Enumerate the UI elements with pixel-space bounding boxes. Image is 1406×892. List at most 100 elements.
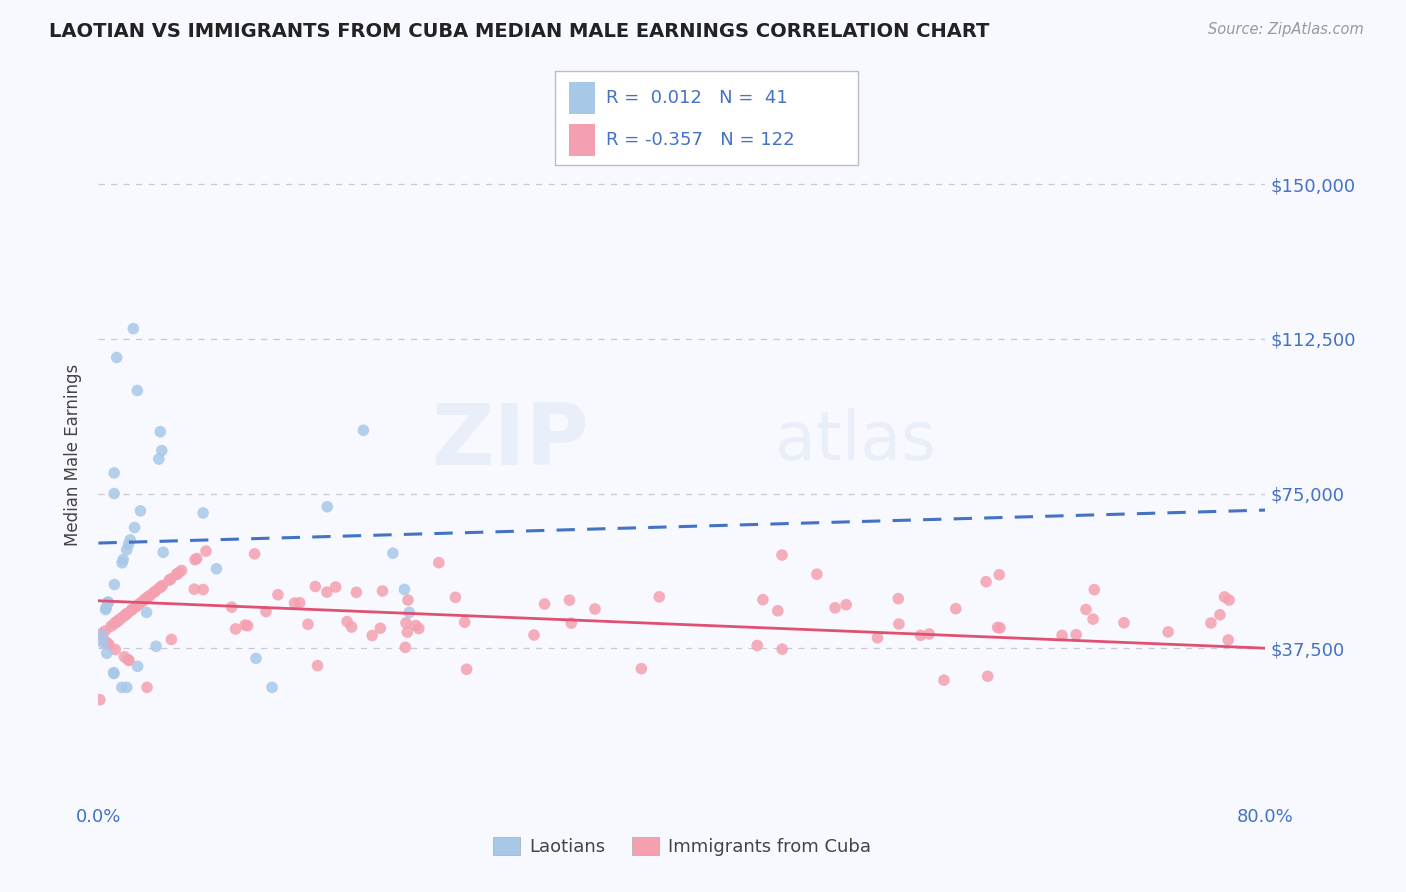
Point (456, 662, 478, 676)
Point (97, 596, 120, 610)
Point (120, 603, 142, 617)
Point (1081, 612, 1104, 626)
Point (770, 642, 793, 657)
Point (195, 544, 218, 558)
Point (236, 619, 259, 633)
Point (316, 585, 339, 599)
Point (94, 634, 117, 648)
Point (988, 567, 1011, 582)
Point (94, 601, 117, 615)
Text: LAOTIAN VS IMMIGRANTS FROM CUBA MEDIAN MALE EARNINGS CORRELATION CHART: LAOTIAN VS IMMIGRANTS FROM CUBA MEDIAN M… (49, 22, 990, 41)
Point (96, 636, 118, 650)
Point (128, 597, 150, 611)
Point (887, 591, 910, 606)
Point (170, 564, 193, 578)
Point (747, 639, 769, 653)
Point (166, 567, 188, 582)
Point (974, 574, 997, 589)
Point (932, 673, 955, 687)
Point (267, 588, 290, 602)
Point (191, 582, 214, 597)
Point (89, 628, 111, 642)
Point (336, 615, 359, 629)
Point (523, 628, 546, 642)
Legend: Laotians, Immigrants from Cuba: Laotians, Immigrants from Cuba (485, 830, 879, 863)
Point (307, 658, 329, 673)
Point (866, 631, 889, 645)
Point (945, 601, 967, 615)
Point (806, 567, 828, 582)
Point (824, 600, 846, 615)
Point (103, 486, 125, 500)
Point (108, 613, 131, 627)
Text: ZIP: ZIP (430, 400, 589, 483)
Point (344, 585, 367, 599)
Point (132, 593, 155, 607)
Point (94, 602, 117, 616)
Point (186, 551, 208, 566)
Point (381, 546, 404, 560)
Point (225, 622, 247, 636)
Point (103, 577, 125, 591)
Point (395, 615, 418, 630)
Point (105, 615, 128, 630)
Point (1112, 615, 1135, 630)
Point (127, 659, 149, 673)
Point (918, 627, 941, 641)
Point (105, 351, 128, 365)
Point (766, 604, 789, 618)
Point (427, 556, 450, 570)
Point (325, 580, 347, 594)
Point (297, 617, 319, 632)
Point (112, 552, 135, 566)
Point (283, 596, 305, 610)
Point (138, 589, 160, 603)
Point (752, 592, 775, 607)
Point (103, 666, 125, 681)
Point (160, 572, 183, 586)
Point (361, 628, 384, 642)
Point (304, 580, 326, 594)
Point (111, 556, 134, 570)
Point (167, 566, 190, 580)
Point (136, 590, 159, 604)
Point (94, 634, 117, 648)
Point (288, 596, 311, 610)
Point (191, 506, 214, 520)
Point (1064, 628, 1087, 642)
Point (90, 626, 112, 640)
Point (1199, 615, 1222, 630)
Point (1218, 593, 1240, 607)
Point (96, 646, 118, 660)
Point (121, 602, 143, 616)
Point (835, 598, 858, 612)
Point (371, 584, 394, 599)
Point (368, 621, 391, 635)
Point (100, 619, 122, 633)
Point (221, 600, 243, 615)
Point (115, 542, 138, 557)
Point (124, 599, 146, 614)
Point (131, 595, 153, 609)
Point (1083, 582, 1105, 597)
Point (104, 642, 127, 657)
Point (316, 500, 339, 514)
Point (103, 616, 125, 631)
Point (160, 632, 183, 647)
Point (987, 620, 1010, 634)
Text: R =  0.012   N =  41: R = 0.012 N = 41 (606, 89, 787, 107)
Point (394, 582, 416, 597)
Point (444, 591, 467, 605)
Point (115, 681, 138, 695)
Point (117, 653, 139, 667)
Point (408, 622, 430, 636)
Point (118, 653, 141, 667)
Point (94, 624, 117, 638)
Point (97, 595, 120, 609)
Point (630, 662, 652, 676)
Point (254, 605, 277, 619)
Point (148, 452, 170, 467)
Point (558, 593, 581, 607)
Point (340, 620, 363, 634)
Point (1209, 607, 1232, 622)
